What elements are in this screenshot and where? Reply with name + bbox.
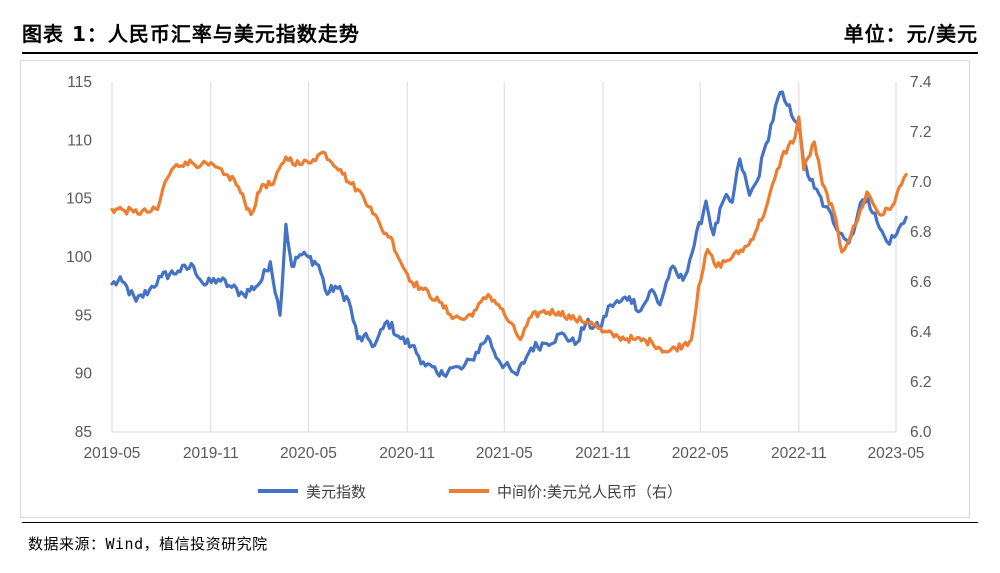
y-right-tick-label: 7.2 xyxy=(910,124,932,141)
x-tick-label: 2021-11 xyxy=(575,445,631,462)
footer-rule xyxy=(22,522,978,523)
x-tick-label: 2022-05 xyxy=(672,445,729,462)
y-right-tick-label: 6.6 xyxy=(910,274,932,291)
y-right-tick-label: 6.4 xyxy=(910,324,932,341)
chart-title: 图表 1：人民币汇率与美元指数走势 xyxy=(22,22,360,46)
y-right-tick-label: 7.4 xyxy=(910,74,932,91)
y-right-tick-label: 6.8 xyxy=(910,224,932,241)
x-tick-label: 2022-11 xyxy=(771,445,827,462)
x-tick-label: 2020-05 xyxy=(280,445,337,462)
chart-panel xyxy=(20,60,970,518)
y-right-tick-label: 6.2 xyxy=(910,374,932,391)
unit-label: 单位：元/美元 xyxy=(843,22,978,46)
y-left-tick-label: 100 xyxy=(66,249,92,266)
source-note: 数据来源：Wind，植信投资研究院 xyxy=(28,535,268,553)
legend-label: 中间价:美元兑人民币（右） xyxy=(497,483,682,501)
header-bar: 图表 1：人民币汇率与美元指数走势 单位：元/美元 xyxy=(22,0,978,54)
y-left-tick-label: 105 xyxy=(66,191,92,208)
y-left-tick-label: 110 xyxy=(67,132,92,149)
x-tick-label: 2019-11 xyxy=(183,445,239,462)
y-left-tick-label: 85 xyxy=(75,424,92,441)
y-left-tick-label: 115 xyxy=(67,74,92,91)
y-right-tick-label: 6.0 xyxy=(910,424,932,441)
series-line-cny-central-parity xyxy=(110,115,908,354)
x-tick-label: 2020-11 xyxy=(379,445,435,462)
x-tick-label: 2021-05 xyxy=(476,445,533,462)
x-tick-label: 2019-05 xyxy=(84,445,141,462)
y-left-tick-label: 95 xyxy=(75,307,92,324)
x-tick-label: 2023-05 xyxy=(868,445,925,462)
legend-label: 美元指数 xyxy=(306,483,366,501)
series-line-usd-index xyxy=(110,90,908,378)
y-right-tick-label: 7.0 xyxy=(910,174,932,191)
y-left-tick-label: 90 xyxy=(75,366,93,383)
